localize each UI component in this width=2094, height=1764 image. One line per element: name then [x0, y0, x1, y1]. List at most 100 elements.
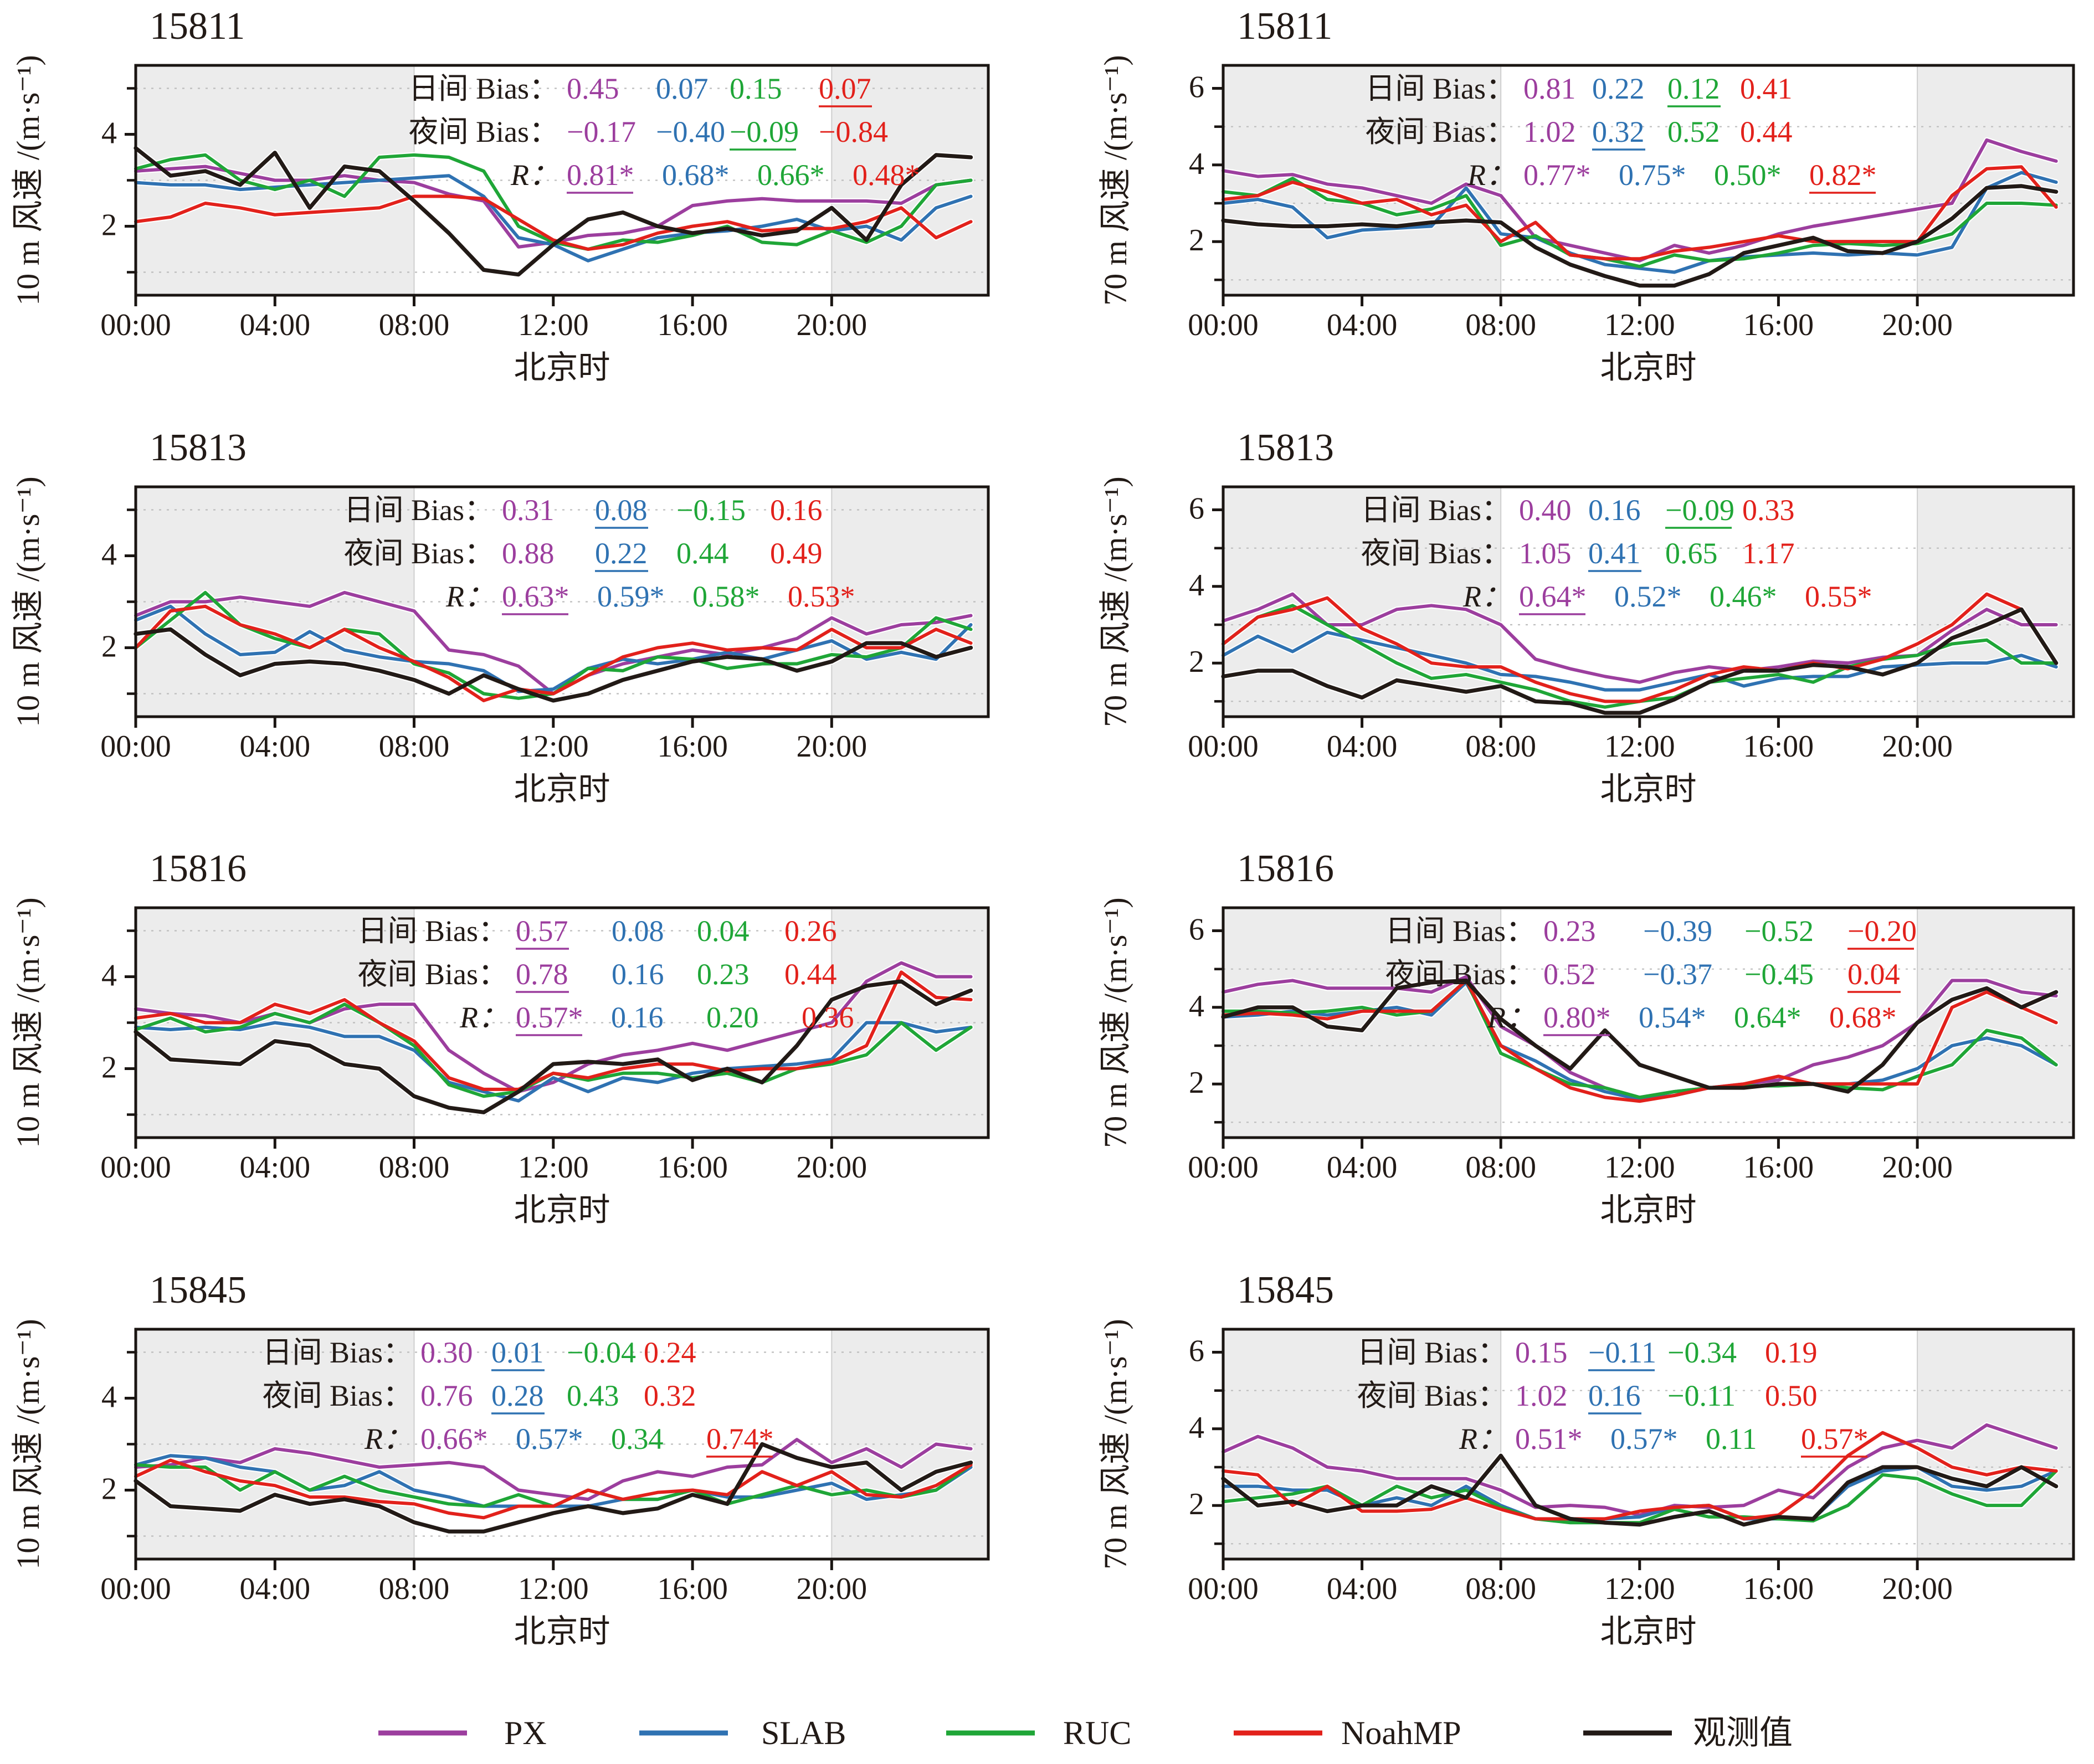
svg-text:0.65: 0.65 [1665, 537, 1718, 570]
svg-text:0.81*: 0.81* [567, 158, 634, 192]
svg-text:2: 2 [101, 1051, 117, 1085]
svg-text:0.12: 0.12 [1667, 72, 1720, 105]
svg-text:0.41: 0.41 [1740, 72, 1793, 105]
svg-text:4: 4 [1189, 989, 1204, 1024]
svg-text:0.36: 0.36 [802, 1001, 854, 1034]
svg-text:15816: 15816 [1237, 847, 1334, 890]
svg-text:北京时: 北京时 [514, 771, 610, 807]
svg-text:0.57*: 0.57* [1610, 1422, 1678, 1456]
svg-text:NoahMP: NoahMP [1341, 1715, 1461, 1751]
svg-text:0.28: 0.28 [491, 1379, 544, 1412]
svg-text:12:00: 12:00 [518, 729, 589, 764]
svg-text:0.78: 0.78 [516, 958, 568, 991]
svg-text:0.20: 0.20 [706, 1001, 759, 1034]
svg-text:16:00: 16:00 [1743, 308, 1814, 342]
svg-text:1.02: 1.02 [1523, 115, 1576, 148]
svg-text:4: 4 [1189, 1411, 1204, 1445]
svg-text:15845: 15845 [150, 1269, 247, 1312]
svg-text:0.77*: 0.77* [1523, 158, 1591, 192]
svg-text:10 m 风速 /(m·s⁻¹): 10 m 风速 /(m·s⁻¹) [10, 55, 46, 305]
svg-text:20:00: 20:00 [797, 308, 868, 342]
svg-text:R：: R： [510, 158, 559, 192]
svg-text:15811: 15811 [150, 5, 245, 48]
svg-text:0.64*: 0.64* [1519, 580, 1587, 613]
svg-text:0.30: 0.30 [420, 1336, 473, 1369]
svg-text:6: 6 [1189, 1334, 1204, 1369]
svg-text:4: 4 [101, 959, 117, 993]
svg-text:−0.09: −0.09 [1665, 493, 1734, 527]
svg-text:0.66*: 0.66* [757, 158, 825, 192]
svg-text:00:00: 00:00 [100, 1572, 171, 1606]
svg-text:0.44: 0.44 [1740, 115, 1793, 148]
svg-text:0.08: 0.08 [595, 493, 648, 527]
svg-text:10 m 风速 /(m·s⁻¹): 10 m 风速 /(m·s⁻¹) [10, 897, 46, 1148]
svg-text:12:00: 12:00 [518, 1150, 589, 1185]
svg-text:12:00: 12:00 [1604, 1572, 1675, 1606]
svg-text:12:00: 12:00 [1604, 1150, 1675, 1185]
svg-text:0.04: 0.04 [697, 914, 750, 948]
svg-text:08:00: 08:00 [379, 1150, 450, 1185]
svg-text:2: 2 [1189, 1066, 1204, 1100]
svg-text:−0.11: −0.11 [1588, 1336, 1656, 1369]
svg-text:夜间 Bias：: 夜间 Bias： [1357, 1379, 1507, 1412]
svg-text:15811: 15811 [1237, 5, 1332, 48]
svg-text:16:00: 16:00 [1743, 729, 1814, 764]
svg-text:20:00: 20:00 [1882, 308, 1953, 342]
svg-text:2: 2 [1189, 223, 1204, 258]
svg-text:0.81: 0.81 [1523, 72, 1576, 105]
svg-text:6: 6 [1189, 70, 1204, 105]
svg-text:0.16: 0.16 [1588, 1379, 1641, 1412]
svg-text:0.32: 0.32 [644, 1379, 696, 1412]
svg-text:0.04: 0.04 [1847, 958, 1900, 991]
svg-text:夜间 Bias：: 夜间 Bias： [1365, 115, 1516, 148]
svg-text:R：: R： [445, 580, 494, 613]
svg-text:16:00: 16:00 [1743, 1572, 1814, 1606]
svg-text:−0.40: −0.40 [656, 115, 725, 148]
svg-text:0.48*: 0.48* [853, 158, 920, 192]
svg-text:16:00: 16:00 [657, 729, 728, 764]
svg-text:0.52: 0.52 [1543, 958, 1596, 991]
svg-text:16:00: 16:00 [657, 1150, 728, 1185]
svg-text:0.51*: 0.51* [1515, 1422, 1583, 1456]
svg-text:0.23: 0.23 [1543, 914, 1596, 948]
svg-text:04:00: 04:00 [240, 308, 311, 342]
svg-text:08:00: 08:00 [1465, 1150, 1536, 1185]
svg-text:日间 Bias：: 日间 Bias： [1385, 914, 1536, 948]
svg-text:日间 Bias：: 日间 Bias： [1365, 72, 1516, 105]
svg-text:R：: R： [1459, 1422, 1507, 1456]
svg-text:04:00: 04:00 [1327, 308, 1398, 342]
svg-text:0.63*: 0.63* [502, 580, 569, 613]
svg-text:00:00: 00:00 [1188, 1572, 1259, 1606]
svg-text:0.16: 0.16 [611, 1001, 664, 1034]
svg-text:00:00: 00:00 [100, 308, 171, 342]
svg-text:04:00: 04:00 [240, 1572, 311, 1606]
svg-text:08:00: 08:00 [379, 1572, 450, 1606]
svg-text:北京时: 北京时 [1600, 771, 1696, 807]
svg-text:0.16: 0.16 [612, 958, 664, 991]
svg-text:PX: PX [504, 1715, 547, 1751]
svg-text:04:00: 04:00 [240, 729, 311, 764]
svg-text:−0.37: −0.37 [1643, 958, 1712, 991]
svg-text:北京时: 北京时 [1600, 1613, 1696, 1649]
svg-text:0.11: 0.11 [1706, 1422, 1757, 1456]
svg-text:10 m 风速 /(m·s⁻¹): 10 m 风速 /(m·s⁻¹) [10, 476, 46, 727]
svg-text:0.41: 0.41 [1588, 537, 1641, 570]
svg-text:北京时: 北京时 [514, 349, 610, 385]
svg-text:20:00: 20:00 [1882, 1150, 1953, 1185]
svg-text:夜间 Bias：: 夜间 Bias： [343, 537, 494, 570]
svg-text:0.31: 0.31 [502, 493, 555, 527]
svg-text:R：: R： [1462, 580, 1511, 613]
svg-text:2: 2 [1189, 1487, 1204, 1521]
svg-text:0.52: 0.52 [1667, 115, 1720, 148]
svg-text:0.07: 0.07 [819, 72, 871, 105]
svg-text:日间 Bias：: 日间 Bias： [1357, 1336, 1507, 1369]
svg-text:4: 4 [101, 116, 117, 151]
svg-text:夜间 Bias：: 夜间 Bias： [1361, 537, 1511, 570]
svg-text:0.16: 0.16 [1588, 493, 1641, 527]
svg-text:日间 Bias：: 日间 Bias： [1361, 493, 1511, 527]
svg-text:08:00: 08:00 [379, 308, 450, 342]
svg-text:04:00: 04:00 [1327, 1572, 1398, 1606]
svg-text:15845: 15845 [1237, 1269, 1334, 1312]
svg-text:0.50*: 0.50* [1714, 158, 1782, 192]
svg-text:16:00: 16:00 [657, 1572, 728, 1606]
